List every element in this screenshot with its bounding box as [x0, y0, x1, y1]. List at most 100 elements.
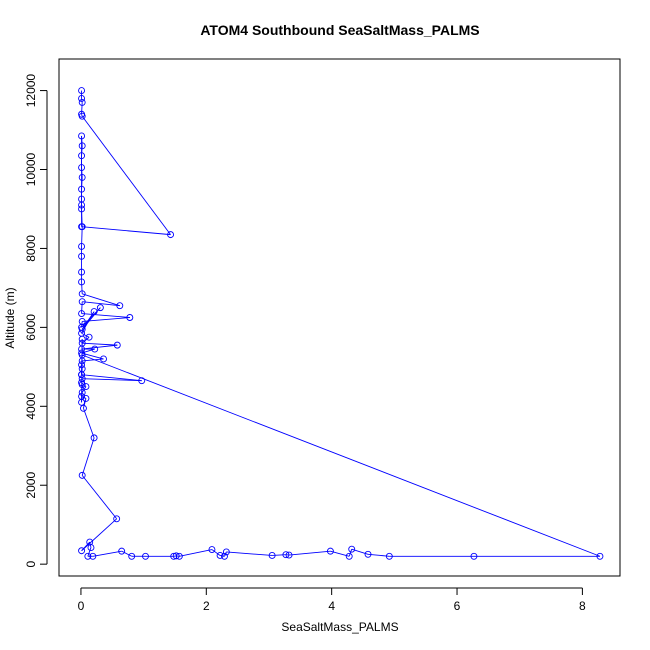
data-point — [78, 164, 86, 171]
data-point — [90, 434, 98, 442]
data-point — [89, 552, 97, 560]
data-point — [90, 308, 98, 316]
data-point — [84, 552, 92, 560]
series-segment — [211, 549, 221, 556]
data-point — [78, 142, 86, 150]
data-point — [364, 550, 372, 558]
data-point — [100, 355, 107, 363]
series-segment — [81, 475, 118, 520]
series-segment — [82, 378, 142, 382]
data-point — [78, 325, 86, 333]
series-segment — [220, 555, 225, 557]
data-point — [78, 335, 86, 343]
data-point — [78, 389, 86, 396]
data-point — [470, 552, 478, 560]
series-segment — [81, 102, 83, 115]
chart-title: ATOM4 Southbound SeaSaltMass_PALMS — [200, 22, 479, 38]
series-segment — [288, 550, 331, 556]
data-point — [82, 394, 90, 402]
data-point — [78, 98, 86, 106]
series-points — [78, 87, 604, 560]
series-segment — [81, 114, 83, 117]
series-segment — [81, 374, 142, 382]
data-point — [78, 298, 86, 306]
series-segment — [81, 437, 95, 476]
series-segment — [82, 358, 104, 362]
data-point — [116, 302, 124, 310]
data-point — [78, 87, 86, 95]
y-tick-label: 6000 — [24, 314, 38, 341]
series-segment — [81, 301, 83, 314]
series-segment — [81, 386, 87, 393]
data-point — [326, 547, 334, 555]
series-segment — [81, 167, 83, 178]
series-segment — [81, 135, 83, 146]
series-segment — [81, 313, 130, 318]
series-segment — [224, 551, 227, 557]
data-point — [385, 552, 393, 560]
data-point — [175, 552, 183, 560]
series-segment — [81, 177, 83, 190]
data-point — [128, 552, 136, 560]
data-point — [138, 377, 146, 385]
data-point — [221, 552, 228, 560]
data-point — [172, 552, 180, 560]
series-segment — [81, 344, 118, 350]
data-point — [78, 205, 86, 213]
y-tick-label: 0 — [24, 561, 38, 568]
x-tick-label: 2 — [203, 599, 210, 613]
data-point — [78, 398, 86, 406]
x-tick-label: 6 — [454, 599, 461, 613]
data-point — [87, 544, 95, 552]
data-point — [82, 383, 90, 391]
series-segment — [81, 226, 171, 236]
y-tick-label: 10000 — [24, 152, 38, 186]
data-point — [285, 551, 293, 559]
data-point — [118, 547, 126, 555]
data-point — [113, 515, 121, 523]
data-point — [78, 132, 86, 140]
y-tick-label: 8000 — [24, 235, 38, 262]
data-point — [78, 471, 86, 479]
data-point — [596, 552, 604, 560]
series-segment — [92, 550, 122, 557]
y-tick-label: 2000 — [24, 472, 38, 499]
data-point — [78, 547, 86, 555]
series-segment — [81, 396, 87, 399]
data-point — [78, 381, 86, 389]
data-point — [268, 552, 276, 559]
series-segment — [81, 332, 90, 338]
series-segment — [367, 553, 390, 557]
series-segment — [272, 554, 286, 556]
series-segment — [82, 342, 118, 346]
data-point — [78, 371, 86, 379]
data-point — [85, 333, 93, 341]
data-point — [345, 552, 353, 560]
series-segment — [82, 317, 130, 322]
data-point — [78, 243, 86, 250]
series-segment — [81, 115, 171, 235]
x-tick-label: 8 — [579, 599, 586, 613]
data-point — [78, 223, 86, 231]
data-point — [79, 404, 87, 412]
series-segment — [81, 541, 91, 552]
y-tick-label: 12000 — [24, 74, 38, 108]
data-point — [78, 173, 86, 181]
series-segment — [87, 547, 92, 557]
data-point — [78, 290, 86, 298]
series-segment — [179, 549, 213, 557]
series-segment — [82, 293, 120, 307]
y-axis-label: Altitude (m) — [3, 287, 17, 348]
data-point — [348, 545, 356, 553]
plot-frame — [58, 58, 621, 577]
data-point — [142, 552, 149, 560]
data-point — [96, 304, 104, 312]
series-segment — [81, 281, 83, 294]
data-point — [78, 252, 86, 260]
data-point — [78, 201, 86, 209]
series-segment — [81, 518, 117, 552]
x-tick-label: 0 — [78, 599, 85, 613]
y-tick-label: 4000 — [24, 393, 38, 420]
